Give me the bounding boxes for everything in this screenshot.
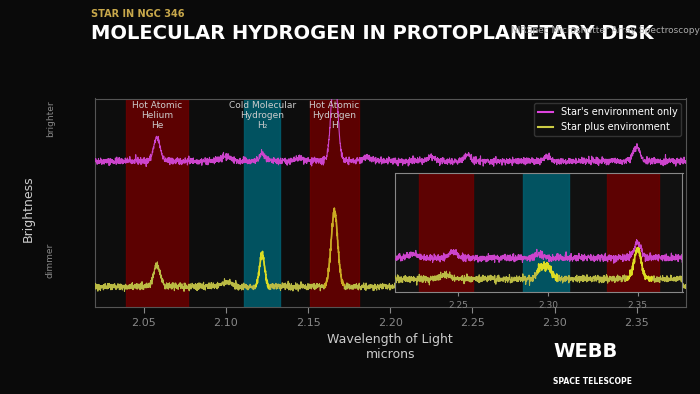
Text: STAR IN NGC 346: STAR IN NGC 346 xyxy=(91,9,185,19)
X-axis label: Wavelength of Light
microns: Wavelength of Light microns xyxy=(328,333,453,361)
Bar xyxy=(244,98,280,307)
Text: WEBB: WEBB xyxy=(553,342,617,361)
Text: SPACE TELESCOPE: SPACE TELESCOPE xyxy=(553,377,632,386)
Text: MOLECULAR HYDROGEN IN PROTOPLANETARY DISK: MOLECULAR HYDROGEN IN PROTOPLANETARY DIS… xyxy=(91,24,654,43)
Text: Cold Molecular
Hydrogen
H₂: Cold Molecular Hydrogen H₂ xyxy=(228,100,295,130)
Text: Brightness: Brightness xyxy=(22,175,34,242)
Bar xyxy=(419,173,472,292)
Bar xyxy=(607,173,659,292)
Text: NIRSpec Microshutter Array Spectroscopy: NIRSpec Microshutter Array Spectroscopy xyxy=(511,26,700,35)
Text: brighter: brighter xyxy=(46,100,55,136)
Legend: Star's environment only, Star plus environment: Star's environment only, Star plus envir… xyxy=(534,103,681,136)
Bar xyxy=(523,173,570,292)
Bar xyxy=(309,98,359,307)
Bar xyxy=(126,98,188,307)
Text: Hot Atomic
Hydrogen
H: Hot Atomic Hydrogen H xyxy=(309,100,360,130)
Text: dimmer: dimmer xyxy=(46,242,55,278)
Text: Hot Atomic
Helium
He: Hot Atomic Helium He xyxy=(132,100,182,130)
